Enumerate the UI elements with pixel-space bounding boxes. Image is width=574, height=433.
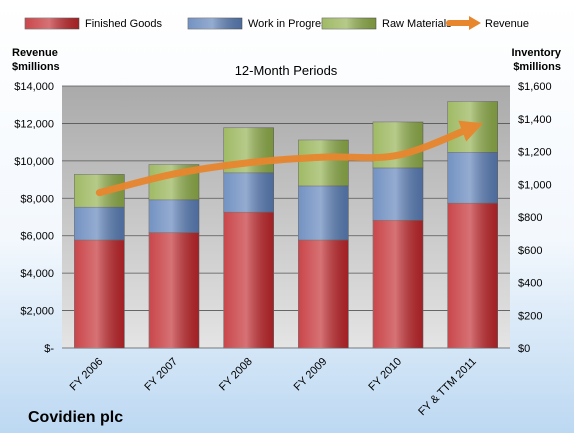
bar-segment-shading <box>298 185 349 240</box>
bar-segment-shading <box>74 239 125 348</box>
right-axis-tick-label: $1,000 <box>518 179 552 191</box>
bar-segment-shading <box>149 232 199 348</box>
revenue-line-group <box>95 120 484 197</box>
right-axis-title-line2: $millions <box>513 61 561 73</box>
legend-label: Raw Materials <box>382 18 452 30</box>
plot-area <box>62 86 510 348</box>
legend: Finished Goods Work in Progress Raw Materi… <box>24 16 529 30</box>
left-axis-tick-label: $- <box>44 343 54 355</box>
bar-segment-shading <box>298 239 349 348</box>
left-axis-tick-label: $12,000 <box>14 118 54 130</box>
legend-label: Finished Goods <box>85 18 163 30</box>
left-axis-tick-label: $8,000 <box>20 193 54 205</box>
bar-segment-shading <box>298 140 349 186</box>
left-axis-tick-label: $14,000 <box>14 81 54 93</box>
right-axis-tick-label: $1,400 <box>518 114 552 126</box>
right-axis-tick-label: $1,200 <box>518 147 552 159</box>
bar-segment-shading <box>373 122 423 168</box>
left-axis-title-line2: $millions <box>12 61 60 73</box>
left-axis-tick-label: $2,000 <box>20 306 54 318</box>
right-axis-tick-label: $400 <box>518 278 542 290</box>
right-axis-tick-label: $200 <box>518 310 542 322</box>
legend-label: Revenue <box>485 18 529 30</box>
right-axis-tick-label: $800 <box>518 212 542 224</box>
legend-swatch-arrowhead <box>469 16 481 30</box>
bar-segment-shading <box>447 152 498 204</box>
right-axis-ticks: $0 $200 $400 $600 $800 $1,000 $1,200 $1,400 $1,6… <box>518 81 552 355</box>
legend-swatch-shading <box>322 18 376 29</box>
revenue-line <box>95 120 484 197</box>
left-axis-tick-label: $4,000 <box>20 268 54 280</box>
bar-segment-shading <box>223 212 274 348</box>
bar-segment-shading <box>149 199 199 233</box>
legend-label: Work in Progress <box>248 18 333 30</box>
company-name: Covidien plc <box>28 409 123 426</box>
bar-segment-shading <box>74 207 125 240</box>
bar-segment-shading <box>373 167 423 221</box>
right-axis-tick-label: $600 <box>518 245 542 257</box>
bar-segment-shading <box>373 220 423 348</box>
legend-swatch-shading <box>25 18 79 29</box>
right-axis-title-line1: Inventory <box>511 47 561 59</box>
bar-segment-shading <box>223 172 274 213</box>
bars <box>74 101 498 349</box>
chart-subtitle: 12-Month Periods <box>235 63 338 78</box>
left-axis-title-line1: Revenue <box>12 47 58 59</box>
left-axis-tick-label: $6,000 <box>20 231 54 243</box>
left-axis-ticks: $- $2,000 $4,000 $6,000 $8,000 $10,000 $12,000… <box>14 81 54 355</box>
right-axis-tick-label: $1,600 <box>518 81 552 93</box>
left-axis-tick-label: $10,000 <box>14 156 54 168</box>
bar-segment-shading <box>447 203 498 348</box>
legend-swatch-shading <box>188 18 242 29</box>
right-axis-tick-label: $0 <box>518 343 530 355</box>
